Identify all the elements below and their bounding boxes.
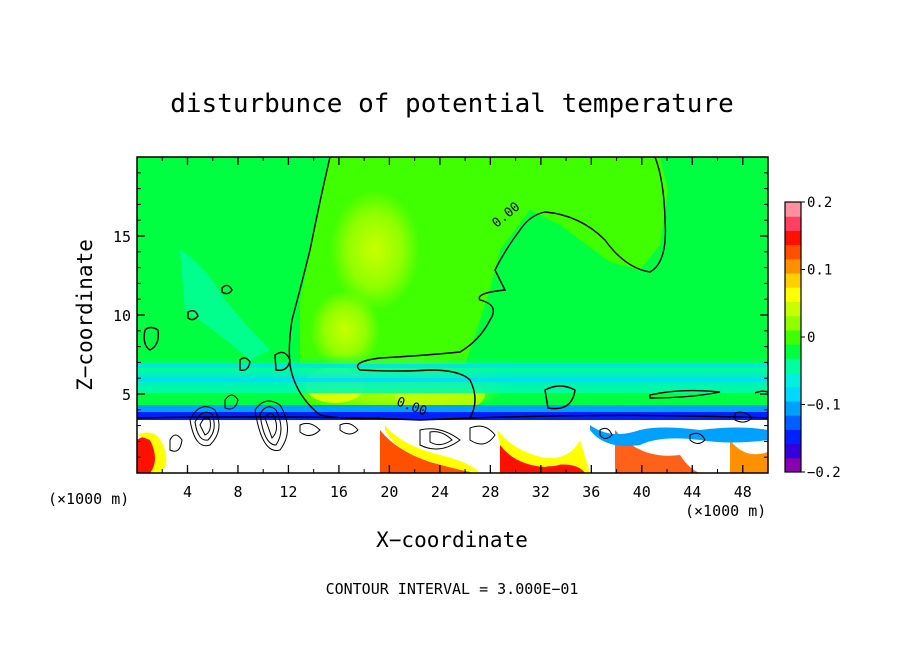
colorbar-swatch — [785, 202, 801, 217]
contour-cluster-dense — [169, 394, 753, 452]
colorbar-swatch — [785, 315, 801, 331]
colorbar-swatch — [785, 301, 801, 317]
colorbar-swatch — [785, 429, 801, 445]
colorbar-swatch — [785, 358, 801, 374]
cool-band-line — [137, 378, 768, 382]
y-tick-label: 10 — [113, 307, 131, 325]
colorbar: 0.2 0.1 0 −0.1 −0.2 — [784, 195, 841, 481]
hot-patch-d — [730, 440, 768, 473]
hot-patch-c — [615, 430, 700, 473]
x-tick-label: 4 — [183, 483, 192, 501]
y-axis: 5 10 15 — [113, 172, 768, 458]
contour-small-left-b — [187, 309, 199, 321]
x-tick-label: 16 — [330, 483, 348, 501]
contour-strip — [649, 389, 721, 399]
colorbar-swatch — [785, 244, 801, 260]
y-tick-label: 5 — [122, 386, 131, 404]
colorbar-swatch — [785, 400, 801, 416]
colorbar-swatch — [785, 443, 801, 459]
contour-small-left-c — [221, 284, 233, 295]
colorbar-tick-label: 0.1 — [807, 263, 832, 279]
x-axis: 4 8 12 16 20 24 28 32 36 40 44 48 — [161, 157, 752, 501]
x-tick-label: 48 — [734, 483, 752, 501]
colorbar-swatch — [785, 273, 801, 288]
warm-core-upper — [330, 190, 420, 310]
colorbar-swatch — [785, 344, 801, 359]
colorbar-swatch — [785, 457, 801, 473]
x-tick-label: 28 — [481, 483, 499, 501]
x-tick-label: 40 — [633, 483, 651, 501]
x-unit-left: (×1000 m) — [48, 490, 129, 508]
x-tick-label: 36 — [582, 483, 600, 501]
warm-core-mid — [310, 290, 380, 370]
cool-band-line — [137, 364, 768, 368]
hot-patch-b — [500, 440, 585, 473]
x-tick-label: 44 — [683, 483, 701, 501]
contour-small-left-a — [143, 326, 160, 351]
colorbar-swatch — [785, 329, 801, 345]
hot-patch-a-rim — [385, 425, 480, 473]
colorbar-swatch — [785, 216, 801, 231]
colorbar-swatch — [785, 386, 801, 402]
hot-patch-b-rim — [497, 430, 590, 473]
contour-cluster — [274, 351, 291, 371]
x-tick-label: 12 — [279, 483, 297, 501]
x-axis-label: X−coordinate — [376, 528, 528, 552]
cool-band — [137, 355, 768, 393]
colorbar-swatch — [785, 287, 801, 302]
contour-lines — [137, 157, 768, 421]
plot-area — [137, 157, 768, 473]
colorbar-tick-label: −0.1 — [807, 398, 841, 414]
colorbar-swatch — [785, 258, 801, 274]
y-tick-label: 15 — [113, 228, 131, 246]
y-axis-label: Z−coordinate — [73, 239, 97, 391]
cool-tongue — [590, 425, 768, 446]
contour-cluster — [239, 357, 251, 372]
colorbar-swatch — [785, 415, 801, 430]
surface-cool-layer-deep — [137, 412, 768, 420]
surface-contour — [137, 414, 768, 421]
x-unit-right: (×1000 m) — [685, 502, 766, 520]
chart-title: disturbunce of potential temperature — [170, 89, 734, 119]
x-tick-label: 20 — [380, 483, 398, 501]
x-tick-label: 24 — [431, 483, 449, 501]
colorbar-swatch — [785, 230, 801, 246]
colorbar-swatch — [785, 372, 801, 388]
zero-contour-plume — [288, 157, 381, 420]
hot-patch-a — [380, 430, 475, 473]
contour-small-right — [544, 385, 576, 410]
zero-contour-right — [356, 157, 667, 419]
colorbar-tick-label: −0.2 — [807, 465, 841, 481]
contour-strip-right — [754, 390, 768, 394]
x-tick-label: 8 — [233, 483, 242, 501]
hot-patch-left-rim — [137, 432, 167, 473]
cool-patch-left — [180, 250, 270, 360]
colorbar-tick-label: 0.2 — [807, 195, 832, 211]
boundary-layer — [137, 420, 768, 473]
x-tick-label: 32 — [532, 483, 550, 501]
colorbar-tick-label: 0 — [807, 330, 815, 346]
contour-interval-note: CONTOUR INTERVAL = 3.000E−01 — [326, 580, 579, 598]
